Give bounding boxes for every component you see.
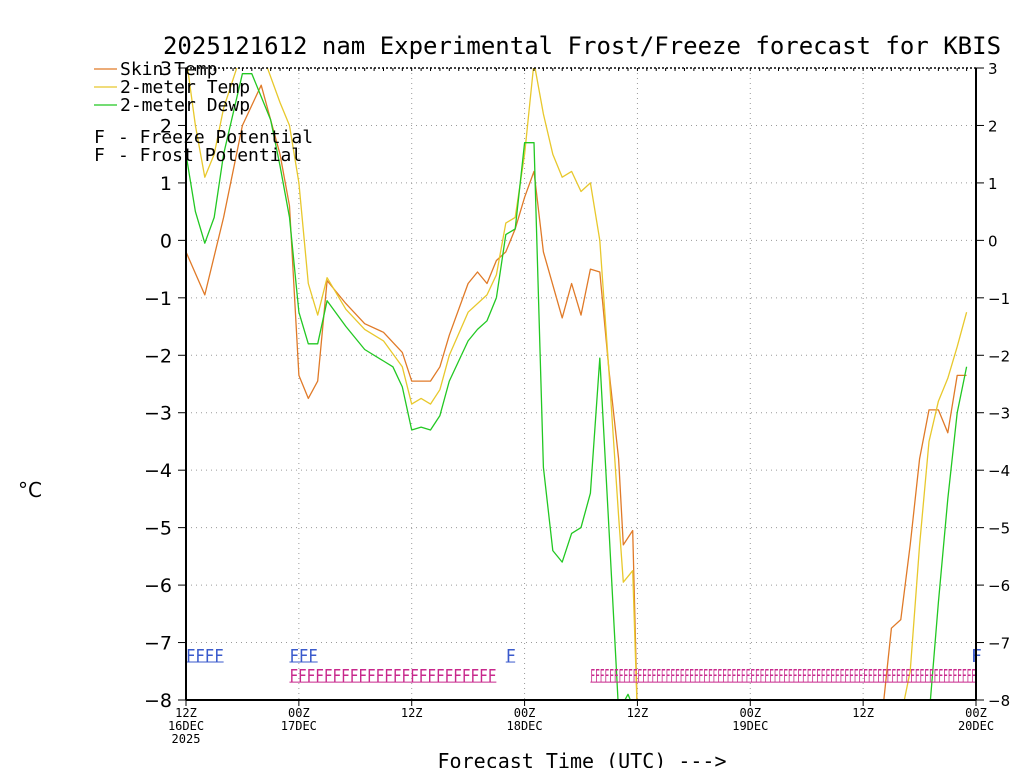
x-tick-label: 12Z — [401, 706, 423, 720]
y-tick-label-right: 0 — [988, 232, 998, 250]
legend-label-2m-dewp: 2-meter Dewp — [120, 95, 250, 116]
legend-frost-label: - Frost Potential — [118, 145, 302, 166]
frost-run-label: FFFF — [186, 646, 224, 667]
y-tick-label-right: −5 — [988, 520, 1010, 538]
y-tick-label-left: −6 — [144, 575, 172, 597]
y-tick-label-left: 0 — [160, 230, 172, 252]
x-tick-date: 16DEC — [168, 719, 204, 733]
x-tick-label: 12Z — [627, 706, 649, 720]
series-line-skin-temp — [186, 84, 967, 700]
chart-title: 2025121612 nam Experimental Frost/Freeze… — [163, 32, 1001, 60]
y-tick-label-right: −3 — [988, 405, 1010, 423]
x-tick-label: 00Z — [514, 706, 536, 720]
y-tick-label-right: −6 — [988, 577, 1010, 595]
frost-run-label: FFF — [289, 646, 317, 667]
x-axis-label: Forecast Time (UTC) ---> — [438, 749, 727, 768]
y-axis-label: °C — [18, 478, 42, 502]
series-lines — [186, 68, 968, 700]
x-tick-date: 18DEC — [507, 719, 543, 733]
y-tick-label-left: 3 — [160, 58, 172, 80]
y-tick-label-left: −3 — [144, 403, 172, 425]
y-tick-label-right: 1 — [988, 175, 998, 193]
x-tick-label: 00Z — [288, 706, 310, 720]
series-line-2-meter-dewp — [186, 73, 968, 700]
y-tick-label-right: 2 — [988, 117, 998, 135]
y-tick-label-left: −7 — [144, 633, 172, 655]
frost-run-label: F — [506, 646, 516, 667]
axes: 3 3 2 2 1 1 0 0 −1 −1 −2 −2 −3 −3 −4 −4 −5 −5 −6 −6 −7 −7 −8 −8… — [144, 58, 1010, 746]
plot-frame — [185, 67, 977, 701]
y-tick-label-right: −7 — [988, 635, 1010, 653]
x-tick-label: 00Z — [739, 706, 761, 720]
x-tick-date: 19DEC — [732, 719, 768, 733]
frost-freeze-marks: FFFF FFF FFFFFFFFFFFFFFFFFFFFFFFFF FFFFFFFF… — [186, 646, 982, 687]
y-tick-label-right: −8 — [988, 692, 1010, 710]
y-tick-label-left: −1 — [144, 288, 172, 310]
y-tick-label-left: −8 — [144, 690, 172, 712]
y-tick-label-left: −2 — [144, 345, 172, 367]
y-tick-label-left: 1 — [160, 173, 172, 195]
freeze-run-label: FFFFFFFFFFFFFFFFFFFFFFFF — [289, 666, 496, 687]
x-tick-year: 2025 — [172, 732, 201, 746]
legend: Skin Temp 2-meter Temp 2-meter Dewp F - … — [94, 59, 313, 166]
legend-label-2m-temp: 2-meter Temp — [120, 77, 250, 98]
legend-freeze-label: - Freeze Potential — [118, 127, 313, 148]
grid — [186, 68, 976, 700]
y-tick-label-right: −2 — [988, 347, 1010, 365]
legend-frost-symbol: F — [94, 145, 105, 166]
x-tick-date: 17DEC — [281, 719, 317, 733]
x-tick-label: 12Z — [175, 706, 197, 720]
y-tick-label-right: −4 — [988, 462, 1010, 480]
series-line-2-meter-temp — [186, 68, 968, 700]
y-tick-label-left: −4 — [144, 460, 172, 482]
legend-label-skin-temp: Skin Temp — [120, 59, 218, 80]
legend-freeze-symbol: F — [94, 127, 105, 148]
y-tick-label-right: 3 — [988, 60, 998, 78]
y-tick-label-left: −5 — [144, 518, 172, 540]
x-tick-label: 12Z — [852, 706, 874, 720]
y-tick-label-left: 2 — [160, 115, 172, 137]
freeze-run-label: FFFFFFFFFFFFFFFFFFFFFFFFFFFFFFFFFFFFFFFF… — [590, 666, 976, 687]
x-tick-label: 00Z — [965, 706, 987, 720]
y-tick-label-right: −1 — [988, 290, 1010, 308]
x-tick-date: 20DEC — [958, 719, 994, 733]
